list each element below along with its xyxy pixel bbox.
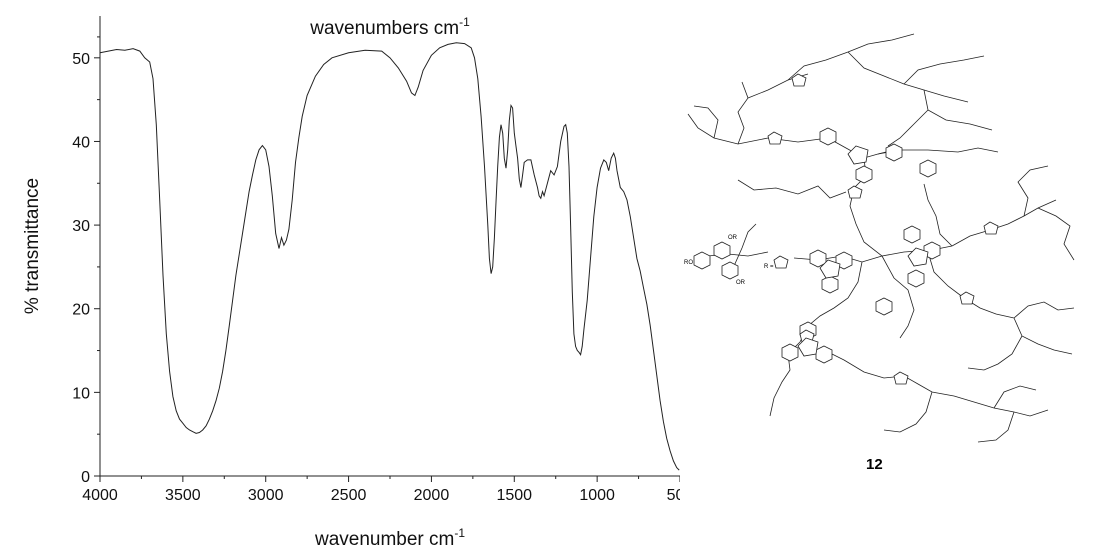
- x-tick-label: 3000: [248, 487, 284, 504]
- chart-title-superscript: -1: [459, 15, 470, 29]
- x-tick-label: 2500: [331, 487, 367, 504]
- x-axis-label: wavenumber cm-1: [314, 526, 465, 550]
- chart-title: wavenumbers cm-1: [309, 15, 470, 39]
- x-tick-label: 4000: [82, 487, 118, 504]
- x-axis-label-text: wavenumber cm: [314, 529, 454, 550]
- x-axis-ticks: 4000 3500 3000 2500 2000 1500 1000 500: [82, 476, 680, 504]
- spectrum-series-line: [99, 42, 680, 471]
- chart-title-text: wavenumbers cm: [309, 18, 459, 39]
- x-axis-label-superscript: -1: [454, 526, 465, 540]
- dendrimer-core-rings: [797, 145, 929, 357]
- y-tick-label: 30: [72, 218, 90, 235]
- dendrimer-bonds: [687, 33, 1075, 443]
- y-tick-label: 40: [72, 134, 90, 151]
- y-axis-label: % transmittance: [22, 178, 43, 314]
- x-tick-label: 1500: [496, 487, 532, 504]
- y-tick-label: 0: [81, 469, 90, 486]
- dendrimer-aromatic-rings: [693, 127, 941, 364]
- r-equals-label: R =: [764, 264, 774, 270]
- compound-number-label: 12: [866, 456, 883, 473]
- r-group-label-bottom: OR: [736, 280, 746, 286]
- y-axis-ticks: 0 10 20 30 40 50: [72, 36, 100, 486]
- y-tick-label: 50: [72, 51, 90, 68]
- x-tick-label: 1000: [579, 487, 615, 504]
- x-tick-label: 500: [667, 487, 680, 504]
- y-tick-label: 10: [72, 385, 90, 402]
- r-group-label-top: OR: [728, 235, 738, 241]
- dendrimer-structure-drawing: RO OR OR R =: [684, 33, 1075, 443]
- ir-spectrum-chart: wavenumbers cm-1 4000 3500 3000 2500 2000 150…: [22, 15, 680, 550]
- x-tick-label: 3500: [165, 487, 201, 504]
- x-tick-label: 2000: [414, 487, 450, 504]
- y-tick-label: 20: [72, 302, 90, 319]
- dendrimer-triazole-rings: [767, 73, 999, 385]
- r-group-label-left: RO: [684, 260, 693, 266]
